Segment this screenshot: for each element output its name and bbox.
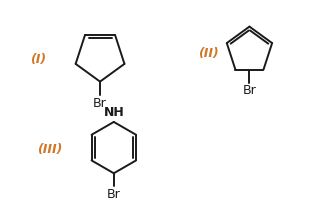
Text: Br: Br <box>243 84 256 97</box>
Text: Br: Br <box>93 97 107 110</box>
Text: (I): (I) <box>30 53 46 66</box>
Text: Br: Br <box>107 188 121 201</box>
Text: (II): (II) <box>198 47 219 60</box>
Text: NH: NH <box>104 106 124 119</box>
Text: (III): (III) <box>37 143 62 156</box>
